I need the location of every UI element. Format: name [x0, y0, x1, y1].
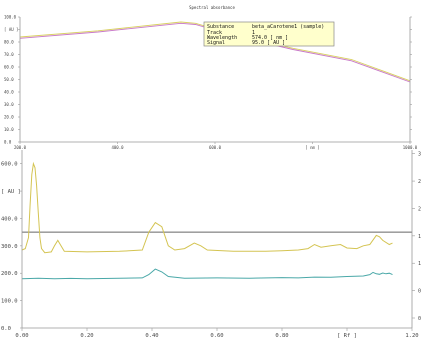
info-value-wavelength: 574.0 [ nm ]: [252, 35, 288, 41]
bottom-series-group: [21, 161, 393, 280]
bottom-x-tick-label: 0.40: [145, 333, 158, 338]
info-box: Substance beta_aCarotene1 (sample) Track…: [203, 21, 335, 47]
top-chart-title: Spectral absorbance: [189, 5, 235, 10]
bottom-y-tick-label: 400.0: [1, 216, 18, 222]
top-y-tick-label: 100.0: [4, 15, 17, 20]
top-x-tick-label: [ nm ]: [305, 145, 319, 150]
bottom-right-tick-label: 1: [418, 234, 421, 240]
bottom-right-tick-label: 2: [418, 206, 421, 212]
top-y-tick-label: 10.0: [4, 127, 14, 132]
bottom-y-axis-ticks: 600.0 [ AU ] 400.0 300.0 200.0 100.0 0.0: [1, 162, 22, 332]
bottom-x-tick-label: 0.20: [80, 333, 93, 338]
top-y-tick-label: [ AU ]: [4, 27, 18, 32]
bottom-right-tick-label: 3: [418, 152, 421, 158]
info-label-wavelength: Wavelength: [207, 35, 237, 41]
top-x-tick-label: 400.0: [111, 145, 124, 150]
info-box-background: [203, 21, 335, 47]
bottom-x-tick-label: 0.80: [275, 333, 288, 338]
info-value-track: 1: [252, 30, 255, 36]
bottom-y-tick-label: 200.0: [1, 271, 18, 277]
top-y-tick-label: 40.0: [4, 90, 14, 95]
bottom-x-tick-label: [ Rf ]: [337, 333, 357, 338]
bottom-y-tick-label: [ AU ]: [1, 189, 21, 195]
bottom-x-tick-label: 0.60: [210, 333, 223, 338]
top-y-tick-label: 50.0: [4, 77, 14, 82]
bottom-x-tick-label: 0.00: [15, 333, 28, 338]
bottom-right-tick-label: 0: [418, 289, 421, 295]
top-x-tick-label: 600.0: [209, 145, 222, 150]
spectrum-panel: Spectral absorbance 100.0 [ AU ] 80.0 70.0 6…: [4, 5, 418, 150]
top-y-tick-label: 80.0: [4, 40, 14, 45]
top-y-tick-label: 30.0: [4, 102, 14, 107]
bottom-y-tick-label: 0.0: [1, 326, 11, 332]
top-x-axis-ticks: 200.0 400.0 600.0 [ nm ] 1000.0: [14, 142, 418, 150]
top-x-tick-label: 200.0: [14, 145, 27, 150]
top-x-tick-label: 1000.0: [403, 145, 418, 150]
bottom-right-tick-label: 1: [418, 261, 421, 267]
bottom-right-tick-label: 0: [418, 316, 421, 322]
info-label-signal: Signal: [207, 40, 225, 46]
bottom-y-tick-label: 100.0: [1, 299, 18, 305]
bottom-y-tick-label: 300.0: [1, 244, 18, 250]
bottom-y-tick-label: 600.0: [1, 162, 18, 168]
bottom-right-axis-ticks: 3 2 2 1 1 0 0: [412, 152, 421, 322]
top-y-tick-label: 0.0: [4, 140, 12, 145]
top-y-tick-label: 70.0: [4, 52, 14, 57]
info-label-track: Track: [207, 30, 222, 36]
bottom-series-line-1: [21, 268, 393, 280]
bottom-x-tick-label: 1.20: [405, 333, 418, 338]
info-value-signal: 95.0 [ AU ]: [252, 40, 285, 46]
bottom-series-line-0: [21, 161, 393, 254]
info-label-substance: Substance: [207, 24, 234, 30]
top-y-tick-label: 20.0: [4, 115, 14, 120]
top-y-tick-label: 60.0: [4, 65, 14, 70]
info-value-substance: beta_aCarotene1 (sample): [252, 24, 324, 30]
bottom-x-axis-ticks: 0.00 0.20 0.40 0.60 0.80 [ Rf ] 1.20: [15, 328, 419, 338]
bottom-right-tick-label: 2: [418, 179, 421, 185]
